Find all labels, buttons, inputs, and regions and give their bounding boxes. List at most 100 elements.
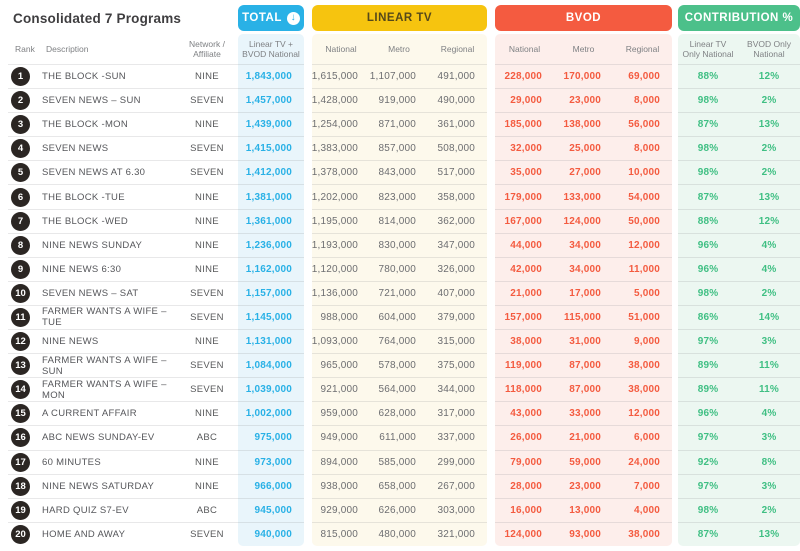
bvod-metro-cell: 170,000 bbox=[554, 64, 613, 89]
table-row: 5 SEVEN NEWS AT 6.30 SEVEN 1,412,000 1,3… bbox=[8, 160, 800, 185]
total-national-cell: 1,084,000 bbox=[238, 353, 304, 378]
linear-metro-cell: 780,000 bbox=[370, 256, 428, 281]
network-cell: SEVEN bbox=[176, 304, 238, 329]
contribution-linear-cell: 96% bbox=[678, 256, 738, 281]
network-cell: SEVEN bbox=[176, 160, 238, 184]
table-row: 7 THE BLOCK -WED NINE 1,361,000 1,195,00… bbox=[8, 208, 800, 233]
column-gap bbox=[487, 64, 495, 88]
contribution-linear-cell: 98% bbox=[678, 497, 738, 522]
column-gap bbox=[487, 401, 495, 425]
column-label-linear-metro: Metro bbox=[370, 34, 428, 64]
bvod-national-cell: 79,000 bbox=[495, 449, 554, 474]
contribution-bvod-cell: 14% bbox=[738, 304, 800, 330]
rank-badge: 13 bbox=[11, 356, 30, 376]
contribution-bvod-cell: 8% bbox=[738, 449, 800, 474]
bvod-metro-cell: 124,000 bbox=[554, 208, 613, 233]
bvod-metro-cell: 133,000 bbox=[554, 184, 613, 209]
total-national-cell: 1,157,000 bbox=[238, 280, 304, 305]
rank-cell: 16 bbox=[8, 425, 42, 449]
rank-badge: 5 bbox=[11, 163, 30, 183]
contribution-bvod-cell: 4% bbox=[738, 232, 800, 257]
rank-cell: 18 bbox=[8, 473, 42, 498]
linear-metro-cell: 843,000 bbox=[370, 160, 428, 185]
total-national-cell: 1,412,000 bbox=[238, 160, 304, 185]
rank-badge: 20 bbox=[11, 524, 30, 544]
column-gap bbox=[487, 450, 495, 474]
linear-metro-cell: 721,000 bbox=[370, 280, 428, 305]
description-cell: HOME AND AWAY bbox=[42, 521, 176, 546]
description-cell: THE BLOCK -MON bbox=[42, 112, 176, 136]
contribution-bvod-cell: 3% bbox=[738, 329, 800, 354]
linear-metro-cell: 564,000 bbox=[370, 377, 428, 402]
column-gap bbox=[304, 498, 312, 522]
linear-national-cell: 1,202,000 bbox=[312, 184, 370, 209]
network-cell: ABC bbox=[176, 497, 238, 522]
table-row: 1 THE BLOCK -SUN NINE 1,843,000 1,615,00… bbox=[8, 64, 800, 89]
total-national-cell: 1,457,000 bbox=[238, 88, 304, 113]
column-label-description: Description bbox=[46, 43, 89, 54]
column-gap bbox=[304, 401, 312, 425]
column-gap bbox=[487, 88, 495, 112]
column-gap bbox=[487, 257, 495, 281]
column-gap bbox=[304, 474, 312, 498]
column-label-network: Network / Affiliate bbox=[189, 38, 225, 59]
rank-badge: 8 bbox=[11, 235, 30, 255]
bvod-regional-cell: 12,000 bbox=[613, 232, 672, 257]
contribution-linear-cell: 92% bbox=[678, 449, 738, 474]
linear-metro-cell: 1,107,000 bbox=[370, 64, 428, 89]
bvod-national-cell: 43,000 bbox=[495, 401, 554, 426]
linear-national-cell: 1,254,000 bbox=[312, 112, 370, 137]
bvod-regional-cell: 38,000 bbox=[613, 521, 672, 546]
contribution-bvod-cell: 13% bbox=[738, 112, 800, 137]
contribution-bvod-cell: 2% bbox=[738, 280, 800, 305]
column-gap bbox=[487, 498, 495, 522]
contribution-bvod-cell: 11% bbox=[738, 353, 800, 378]
linear-regional-cell: 321,000 bbox=[428, 521, 487, 546]
contribution-column-header: CONTRIBUTION % bbox=[678, 5, 800, 31]
table-row: 12 NINE NEWS NINE 1,131,000 1,093,000 76… bbox=[8, 329, 800, 354]
linear-tv-header-label: LINEAR TV bbox=[366, 12, 433, 24]
contribution-linear-cell: 87% bbox=[678, 521, 738, 546]
total-national-cell: 940,000 bbox=[238, 521, 304, 546]
page-title: Consolidated 7 Programs bbox=[13, 10, 182, 26]
column-gap bbox=[487, 112, 495, 136]
network-cell: NINE bbox=[176, 449, 238, 474]
description-cell: SEVEN NEWS AT 6.30 bbox=[42, 160, 176, 184]
column-label-contribution-bvod: BVOD Only National bbox=[738, 34, 800, 64]
bvod-regional-cell: 12,000 bbox=[613, 401, 672, 426]
contribution-linear-cell: 86% bbox=[678, 304, 738, 330]
contribution-linear-cell: 98% bbox=[678, 88, 738, 113]
description-cell: NINE NEWS SATURDAY bbox=[42, 473, 176, 498]
linear-regional-cell: 344,000 bbox=[428, 377, 487, 402]
column-gap bbox=[487, 233, 495, 257]
rank-badge: 6 bbox=[11, 187, 30, 207]
bvod-national-cell: 16,000 bbox=[495, 497, 554, 522]
linear-regional-cell: 490,000 bbox=[428, 88, 487, 113]
total-national-cell: 966,000 bbox=[238, 473, 304, 498]
linear-regional-cell: 358,000 bbox=[428, 184, 487, 209]
rank-cell: 5 bbox=[8, 160, 42, 184]
rank-cell: 4 bbox=[8, 136, 42, 160]
column-gap bbox=[304, 305, 312, 329]
linear-metro-cell: 857,000 bbox=[370, 136, 428, 161]
total-column-header-sort-button[interactable]: TOTAL ↓ bbox=[238, 5, 304, 31]
contribution-linear-cell: 97% bbox=[678, 329, 738, 354]
sort-descending-icon: ↓ bbox=[286, 11, 300, 25]
description-cell: SEVEN NEWS bbox=[42, 136, 176, 160]
contribution-linear-cell: 88% bbox=[678, 208, 738, 233]
table-row: 18 NINE NEWS SATURDAY NINE 966,000 938,0… bbox=[8, 473, 800, 498]
bvod-regional-cell: 69,000 bbox=[613, 64, 672, 89]
bvod-regional-cell: 50,000 bbox=[613, 208, 672, 233]
bvod-metro-cell: 31,000 bbox=[554, 329, 613, 354]
column-gap bbox=[487, 184, 495, 208]
rank-badge: 4 bbox=[11, 139, 30, 159]
rank-cell: 11 bbox=[8, 304, 42, 329]
contribution-linear-cell: 88% bbox=[678, 64, 738, 89]
contribution-bvod-cell: 2% bbox=[738, 136, 800, 161]
linear-regional-cell: 326,000 bbox=[428, 256, 487, 281]
linear-regional-cell: 303,000 bbox=[428, 497, 487, 522]
network-cell: NINE bbox=[176, 208, 238, 233]
total-national-cell: 1,361,000 bbox=[238, 208, 304, 233]
network-cell: NINE bbox=[176, 473, 238, 498]
